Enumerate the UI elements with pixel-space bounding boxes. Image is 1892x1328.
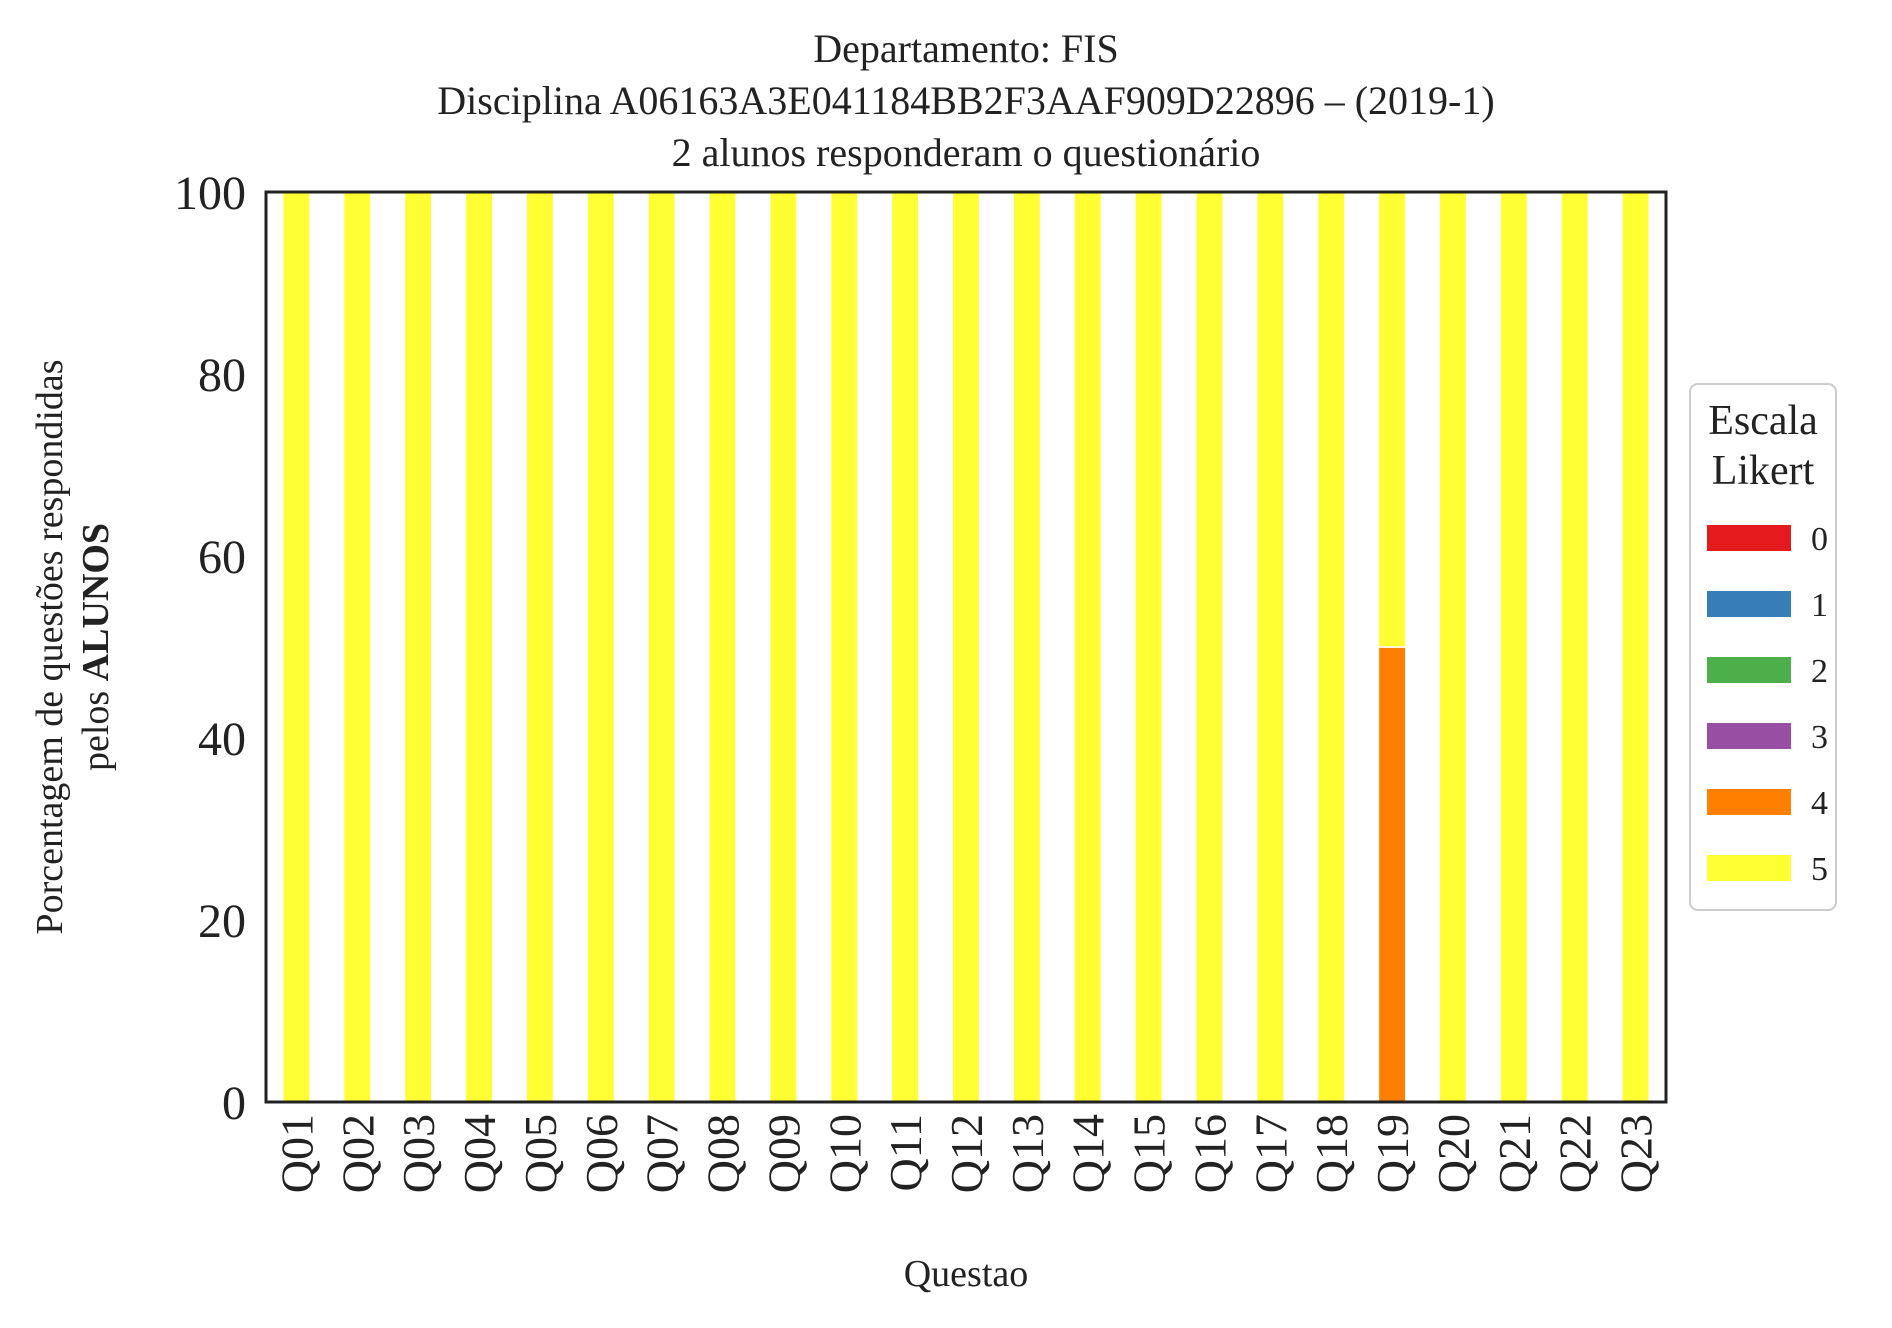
- y-axis-label-line-2: pelos ALUNOS: [75, 523, 117, 771]
- legend-label-3: 3: [1811, 719, 1828, 756]
- x-tick-q07: Q07: [637, 1114, 688, 1193]
- legend-label-0: 0: [1811, 521, 1828, 558]
- x-tick-q12: Q12: [941, 1114, 992, 1193]
- x-tick-q01: Q01: [271, 1114, 322, 1193]
- bar-q17-likert-5: [1255, 191, 1285, 1103]
- x-tick-q09: Q09: [758, 1114, 809, 1193]
- legend-title-line-2: Likert: [1712, 448, 1815, 494]
- x-tick-q14: Q14: [1063, 1114, 1114, 1193]
- x-tick-labels: Q01 Q02 Q03 Q04 Q05 Q06 Q07 Q08 Q09 Q10 Q11 Q12 Q13 Q…: [271, 1114, 1661, 1193]
- bar-q12-likert-5: [951, 191, 981, 1103]
- x-tick-q18: Q18: [1306, 1114, 1357, 1193]
- y-tick-0: 0: [222, 1077, 246, 1130]
- y-tick-20: 20: [198, 895, 246, 948]
- bar-q01-likert-5: [281, 191, 311, 1103]
- bar-q02-likert-5: [342, 191, 372, 1103]
- legend-swatch-0: [1707, 525, 1791, 551]
- x-tick-q03: Q03: [393, 1114, 444, 1193]
- x-tick-q10: Q10: [819, 1114, 870, 1193]
- legend-frame: [1689, 383, 1837, 911]
- bar-q13-likert-5: [1012, 191, 1042, 1103]
- legend-items: 0 1 2 3 4 5: [1707, 521, 1828, 888]
- bar-q07-likert-5: [647, 191, 677, 1103]
- bar-q11-likert-5: [890, 191, 920, 1103]
- legend-label-2: 2: [1811, 653, 1828, 690]
- y-axis-label: Porcentagem de questões respondidas pelo…: [29, 359, 117, 934]
- bar-q21-likert-5: [1499, 191, 1529, 1103]
- x-tick-q19: Q19: [1367, 1114, 1418, 1193]
- x-tick-q16: Q16: [1184, 1114, 1235, 1193]
- bar-q20-likert-5: [1438, 191, 1468, 1103]
- title-line-3: 2 alunos responderam o questionário: [672, 130, 1261, 175]
- x-tick-q15: Q15: [1124, 1114, 1175, 1193]
- legend-swatch-2: [1707, 657, 1791, 683]
- bar-q18-likert-5: [1316, 191, 1346, 1103]
- bars-group: [281, 191, 1651, 1103]
- y-tick-100: 100: [174, 167, 246, 220]
- y-axis-label-line-1: Porcentagem de questões respondidas: [29, 359, 71, 934]
- x-tick-q05: Q05: [515, 1114, 566, 1193]
- legend-swatch-3: [1707, 723, 1791, 749]
- bar-q04-likert-5: [464, 191, 494, 1103]
- x-tick-q11: Q11: [880, 1114, 931, 1192]
- legend-label-1: 1: [1811, 587, 1828, 624]
- bar-q03-likert-5: [403, 191, 433, 1103]
- y-tick-labels: 0 20 40 60 80 100: [174, 167, 246, 1130]
- legend-title-line-1: Escala: [1708, 398, 1818, 444]
- bar-q16-likert-5: [1195, 191, 1224, 1103]
- y-tick-60: 60: [198, 531, 246, 584]
- bar-q06-likert-5: [586, 191, 616, 1103]
- bar-q09-likert-5: [768, 191, 798, 1103]
- bar-q19-likert-4: [1377, 646, 1407, 1103]
- x-axis-label: Questao: [904, 1253, 1029, 1295]
- y-axis-label-bold: ALUNOS: [75, 523, 117, 681]
- legend-swatch-4: [1707, 789, 1791, 815]
- x-tick-q13: Q13: [1002, 1114, 1053, 1193]
- x-tick-q21: Q21: [1489, 1114, 1540, 1193]
- chart-title: Departamento: FIS Disciplina A06163A3E04…: [437, 26, 1494, 175]
- x-tick-q02: Q02: [332, 1114, 383, 1193]
- title-line-2: Disciplina A06163A3E041184BB2F3AAF909D22…: [437, 78, 1494, 123]
- legend-swatch-5: [1707, 855, 1791, 881]
- plot-frame: [264, 190, 1668, 1104]
- legend-label-4: 4: [1811, 785, 1828, 822]
- y-tick-80: 80: [198, 349, 246, 402]
- x-tick-q20: Q20: [1428, 1114, 1479, 1193]
- legend: Escala Likert 0 1 2 3 4 5: [1689, 383, 1837, 911]
- bar-q08-likert-5: [708, 191, 737, 1103]
- y-axis-label-prefix: pelos: [75, 681, 117, 771]
- bar-q23-likert-5: [1621, 191, 1651, 1103]
- bar-q15-likert-5: [1134, 191, 1164, 1103]
- bar-q10-likert-5: [829, 191, 859, 1103]
- bar-q19-likert-5: [1377, 191, 1407, 648]
- y-tick-40: 40: [198, 713, 246, 766]
- legend-label-5: 5: [1811, 851, 1828, 888]
- bar-q22-likert-5: [1560, 191, 1590, 1103]
- bar-q14-likert-5: [1073, 191, 1103, 1103]
- x-tick-q23: Q23: [1611, 1114, 1662, 1193]
- title-line-1: Departamento: FIS: [813, 26, 1119, 71]
- x-tick-q08: Q08: [698, 1114, 749, 1193]
- x-tick-q06: Q06: [576, 1114, 627, 1193]
- x-tick-q04: Q04: [454, 1114, 505, 1193]
- bar-q05-likert-5: [525, 191, 555, 1103]
- x-tick-q22: Q22: [1550, 1114, 1601, 1193]
- legend-swatch-1: [1707, 591, 1791, 617]
- x-tick-q17: Q17: [1245, 1114, 1296, 1193]
